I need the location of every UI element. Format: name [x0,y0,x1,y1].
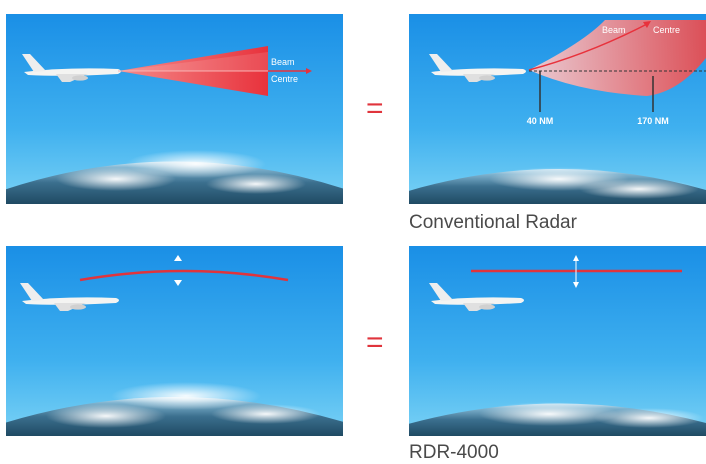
airplane-icon [429,54,526,82]
up-arrow-icon [174,255,182,261]
panel-conventional-range: Beam Centre 40 NM 170 NM [409,14,706,204]
centre-label: Centre [271,74,298,84]
range-near-label: 40 NM [527,116,554,126]
beam-centre-curve [528,23,648,71]
airplane-icon [22,54,121,82]
range-far-label: 170 NM [637,116,669,126]
scene-sky: Beam Centre 40 NM 170 NM [409,14,706,204]
up-arrow-icon [573,255,579,261]
down-arrow-icon [573,282,579,288]
beam-label: Beam [271,57,295,67]
panel-rdr-beam [6,246,343,436]
scene-sky [6,246,343,436]
caption-rdr-4000: RDR-4000 [409,442,499,463]
airplane-icon [20,283,119,311]
centre-label: Centre [653,25,680,35]
panel-rdr-flat [409,246,706,436]
beam-label: Beam [602,25,626,35]
scene-sky [409,246,706,436]
equals-sign-bottom: = [366,326,384,359]
equals-sign-top: = [366,92,384,125]
curved-scan-line [79,269,289,282]
caption-conventional-radar: Conventional Radar [409,212,577,233]
airplane-icon [429,283,524,311]
panel-conventional-beam: Beam Centre [6,14,343,204]
down-arrow-icon [174,280,182,286]
scene-sky: Beam Centre [6,14,343,204]
radar-beam-curved [529,20,706,96]
